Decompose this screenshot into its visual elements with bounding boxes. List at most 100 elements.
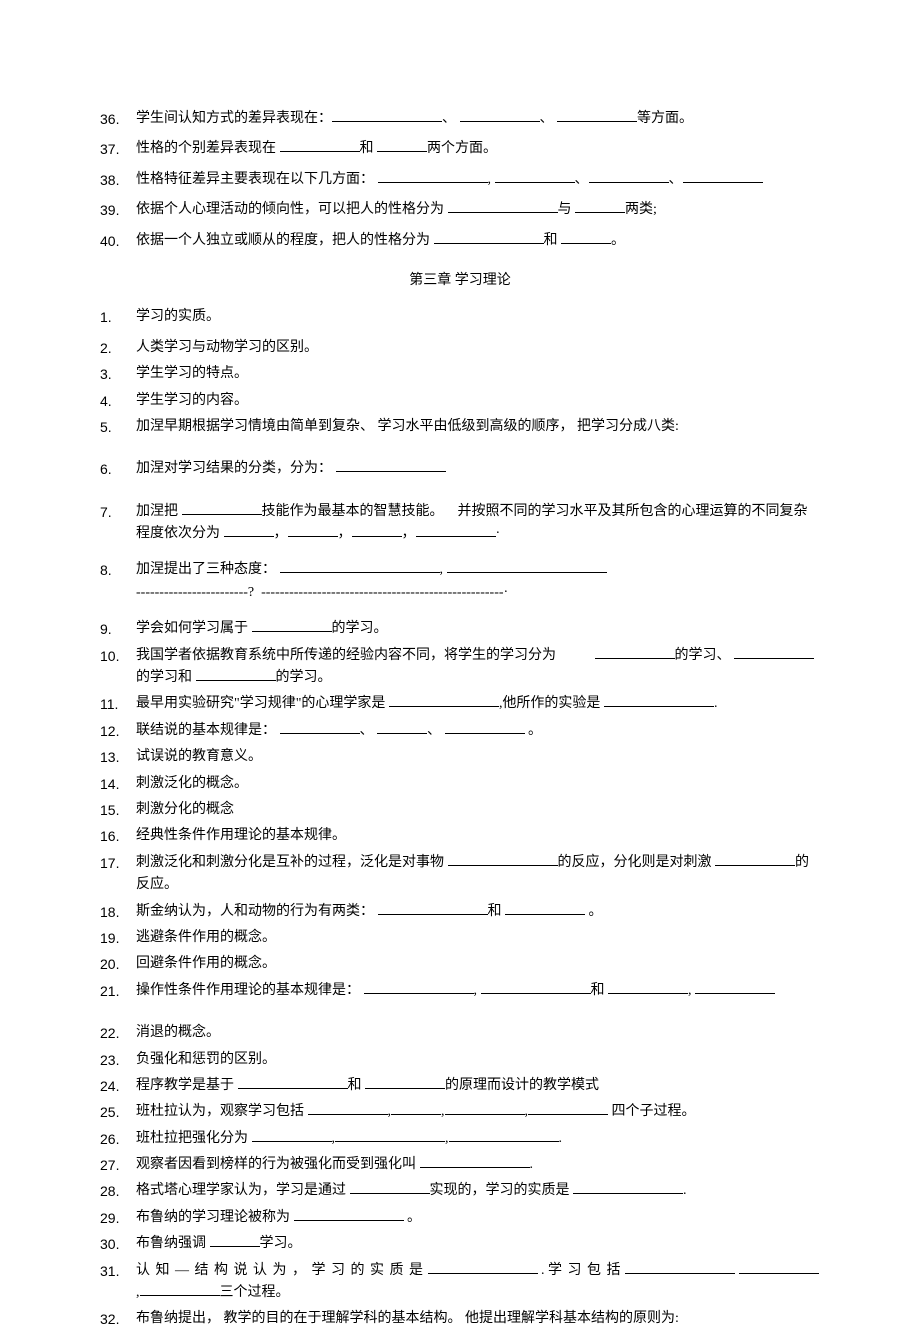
question-number: 14. [100,773,136,795]
question-number: 20. [100,953,136,975]
chapter-title: 第三章 学习理论 [100,270,820,292]
question-number: 32. [100,1308,136,1330]
question-item: 16.经典性条件作用理论的基本规律。 [100,825,820,847]
question-number: 22. [100,1022,136,1044]
question-number: 9. [100,618,136,640]
question-text: 观察者因看到榜样的行为被强化而受到强化叫 . [136,1154,820,1176]
question-text: 班杜拉认为，观察学习包括 ,,, 四个子过程。 [136,1101,820,1123]
question-number: 39. [100,199,136,221]
question-item: 32.布鲁纳提出， 教学的目的在于理解学科的基本结构。 他提出理解学科基本结构的… [100,1308,820,1330]
question-text: 班杜拉把强化分为 ,,. [136,1128,820,1150]
question-item: 13.试误说的教育意义。 [100,746,820,768]
question-item: 5.加涅早期根据学习情境由简单到复杂、 学习水平由低级到高级的顺序， 把学习分成… [100,416,820,438]
question-text: 斯金纳认为，人和动物的行为有两类： 和 。 [136,901,820,923]
question-item: 14.刺激泛化的概念。 [100,773,820,795]
question-text: 试误说的教育意义。 [136,746,820,768]
question-text: 刺激泛化和刺激分化是互补的过程，泛化是对事物 的反应，分化则是对刺激 的反应。 [136,852,820,897]
question-item: 23.负强化和惩罚的区别。 [100,1049,820,1071]
question-text: 布鲁纳强调 学习。 [136,1233,820,1255]
question-number: 11. [100,693,136,715]
question-number: 28. [100,1180,136,1202]
question-text: 最早用实验研究"学习规律"的心理学家是 ,他所作的实验是 . [136,693,820,715]
question-text: 人类学习与动物学习的区别。 [136,337,820,359]
question-item: 40.依据一个人独立或顺从的程度，把人的性格分为 和 。 [100,230,820,252]
question-text: 布鲁纳的学习理论被称为 。 [136,1207,820,1229]
question-number: 2. [100,337,136,359]
question-text: 学会如何学习属于 的学习。 [136,618,820,640]
question-number: 40. [100,230,136,252]
question-text: 加涅把 技能作为最基本的智慧技能。 并按照不同的学习水平及其所包含的心理运算的不… [136,501,820,546]
question-text: 程序教学是基于 和 的原理而设计的教学模式 [136,1075,820,1097]
question-text: 负强化和惩罚的区别。 [136,1049,820,1071]
question-number: 4. [100,390,136,412]
question-number: 27. [100,1154,136,1176]
question-text: 认 知 — 结 构 说 认 为 ， 学 习 的 实 质 是 . 学 习 包 括 … [136,1260,820,1305]
question-item: 3.学生学习的特点。 [100,363,820,385]
question-text: 格式塔心理学家认为，学习是通过 实现的，学习的实质是 . [136,1180,820,1202]
question-item: 22.消退的概念。 [100,1022,820,1044]
question-list-a: 36.学生间认知方式的差异表现在：、 、 等方面。 37.性格的个别差异表现在 和… [100,108,820,252]
question-item: 8.加涅提出了三种态度： , ------------------------?… [100,559,820,604]
question-text: 回避条件作用的概念。 [136,953,820,975]
question-number: 30. [100,1233,136,1255]
question-text: 操作性条件作用理论的基本规律是： , 和 , [136,980,820,1002]
document-body: 36.学生间认知方式的差异表现在：、 、 等方面。 37.性格的个别差异表现在 和… [100,108,820,1331]
question-item: 12.联结说的基本规律是： 、 、 。 [100,720,820,742]
question-item: 9.学会如何学习属于 的学习。 [100,618,820,640]
question-item: 10.我国学者依据教育系统中所传递的经验内容不同，将学生的学习分为 的学习、 的… [100,645,820,690]
question-text: 学习的实质。 [136,306,820,328]
question-number: 17. [100,852,136,897]
question-item: 15.刺激分化的概念 [100,799,820,821]
question-number: 19. [100,927,136,949]
question-item: 24.程序教学是基于 和 的原理而设计的教学模式 [100,1075,820,1097]
question-item: 30.布鲁纳强调 学习。 [100,1233,820,1255]
question-list-b: 1.学习的实质。 2.人类学习与动物学习的区别。 3.学生学习的特点。 4.学生学习的… [100,306,820,1330]
question-item: 28.格式塔心理学家认为，学习是通过 实现的，学习的实质是 . [100,1180,820,1202]
question-number: 31. [100,1260,136,1305]
question-text: 联结说的基本规律是： 、 、 。 [136,720,820,742]
question-text: 刺激分化的概念 [136,799,820,821]
question-number: 12. [100,720,136,742]
question-number: 16. [100,825,136,847]
question-item: 36.学生间认知方式的差异表现在：、 、 等方面。 [100,108,820,130]
question-text: 学生学习的内容。 [136,390,820,412]
question-item: 21.操作性条件作用理论的基本规律是： , 和 , [100,980,820,1002]
question-item: 11.最早用实验研究"学习规律"的心理学家是 ,他所作的实验是 . [100,693,820,715]
question-number: 29. [100,1207,136,1229]
question-item: 25.班杜拉认为，观察学习包括 ,,, 四个子过程。 [100,1101,820,1123]
question-text: 依据个人心理活动的倾向性，可以把人的性格分为 与 两类; [136,199,820,221]
question-number: 37. [100,138,136,160]
question-text: 刺激泛化的概念。 [136,773,820,795]
question-number: 18. [100,901,136,923]
question-item: 19.逃避条件作用的概念。 [100,927,820,949]
question-item: 2.人类学习与动物学习的区别。 [100,337,820,359]
question-number: 24. [100,1075,136,1097]
question-item: 20.回避条件作用的概念。 [100,953,820,975]
question-item: 38.性格特征差异主要表现在以下几方面： , 、、 [100,169,820,191]
question-text: 性格的个别差异表现在 和 两个方面。 [136,138,820,160]
question-item: 6.加涅对学习结果的分类，分为： [100,458,820,480]
question-text: 依据一个人独立或顺从的程度，把人的性格分为 和 。 [136,230,820,252]
question-item: 17.刺激泛化和刺激分化是互补的过程，泛化是对事物 的反应，分化则是对刺激 的反… [100,852,820,897]
question-number: 25. [100,1101,136,1123]
question-item: 31.认 知 — 结 构 说 认 为 ， 学 习 的 实 质 是 . 学 习 包… [100,1260,820,1305]
question-text: 我国学者依据教育系统中所传递的经验内容不同，将学生的学习分为 的学习、 的学习和… [136,645,820,690]
question-text: 性格特征差异主要表现在以下几方面： , 、、 [136,169,820,191]
question-item: 39.依据个人心理活动的倾向性，可以把人的性格分为 与 两类; [100,199,820,221]
question-number: 5. [100,416,136,438]
question-item: 37.性格的个别差异表现在 和 两个方面。 [100,138,820,160]
question-item: 29.布鲁纳的学习理论被称为 。 [100,1207,820,1229]
question-number: 7. [100,501,136,546]
question-item: 26.班杜拉把强化分为 ,,. [100,1128,820,1150]
question-number: 36. [100,108,136,130]
question-text: 布鲁纳提出， 教学的目的在于理解学科的基本结构。 他提出理解学科基本结构的原则为… [136,1308,820,1330]
question-text: 消退的概念。 [136,1022,820,1044]
question-number: 21. [100,980,136,1002]
question-text: 加涅对学习结果的分类，分为： [136,458,820,480]
question-number: 38. [100,169,136,191]
question-text: 经典性条件作用理论的基本规律。 [136,825,820,847]
question-item: 1.学习的实质。 [100,306,820,328]
question-number: 6. [100,458,136,480]
question-item: 4.学生学习的内容。 [100,390,820,412]
question-text: 加涅早期根据学习情境由简单到复杂、 学习水平由低级到高级的顺序， 把学习分成八类… [136,416,820,438]
